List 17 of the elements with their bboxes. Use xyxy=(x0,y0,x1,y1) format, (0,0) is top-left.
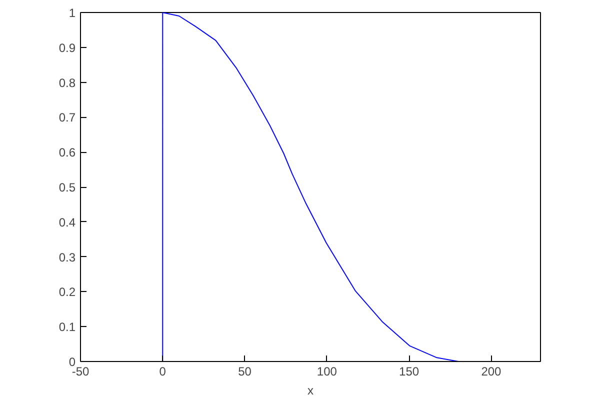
x-tick-label: 50 xyxy=(238,364,252,378)
x-tick-label: 0 xyxy=(159,364,166,378)
y-tick-label: 0.6 xyxy=(58,146,76,160)
y-tick-label: 0.1 xyxy=(58,320,76,334)
y-tick-label: 0.7 xyxy=(58,110,76,125)
y-tick-label: 0.3 xyxy=(58,250,76,264)
y-tick-label: 0.5 xyxy=(58,180,76,194)
y-tick-label: 0.8 xyxy=(58,76,76,90)
y-tick-label: 0.2 xyxy=(58,285,76,300)
x-axis-title: x xyxy=(308,384,314,398)
y-tick-label: 0.9 xyxy=(58,40,76,55)
x-tick-label: 200 xyxy=(481,364,502,378)
y-tick-label: 1 xyxy=(68,6,76,20)
x-tick-label: 100 xyxy=(316,364,338,378)
x-tick-label: 150 xyxy=(399,364,420,378)
y-tick-label: 0.4 xyxy=(58,215,76,230)
line-series xyxy=(162,12,459,362)
